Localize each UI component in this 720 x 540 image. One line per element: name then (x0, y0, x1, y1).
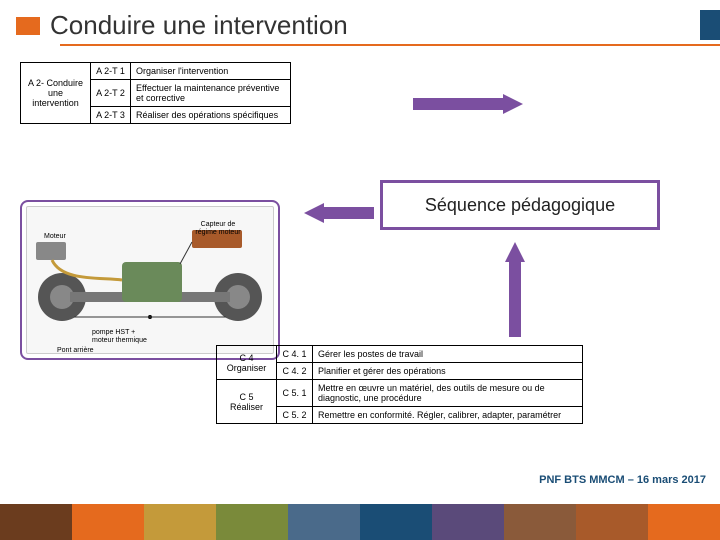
mechanical-diagram: Capteur de régime moteur Moteur pompe HS… (20, 200, 280, 360)
diagram-label-capteur: Capteur de (201, 221, 236, 228)
title-bullet (16, 17, 40, 35)
bot-group: C 5 Réaliser (217, 380, 277, 424)
svg-text:régime moteur: régime moteur (195, 229, 241, 236)
top-table-span: A 2- Conduire une intervention (21, 63, 91, 124)
svg-text:moteur thermique: moteur thermique (92, 337, 147, 344)
sequence-box: Séquence pédagogique (380, 180, 660, 230)
bot-text: Planifier et gérer des opérations (313, 363, 583, 380)
bot-text: Remettre en conformité. Régler, calibrer… (313, 407, 583, 424)
bot-code: C 4. 1 (277, 346, 313, 363)
footer-strip (0, 504, 720, 540)
top-table: A 2- Conduire une intervention A 2-T 1 O… (20, 62, 291, 124)
diagram-label-pont: Pont arrière (57, 347, 94, 354)
top-table-desc: Effectuer la maintenance préventive et c… (131, 80, 291, 107)
top-table-code: A 2-T 1 (91, 63, 131, 80)
bot-group: C 4 Organiser (217, 346, 277, 380)
top-table-desc: Réaliser des opérations spécifiques (131, 107, 291, 124)
arrow-right-icon (413, 94, 523, 114)
diagram-label-moteur: Moteur (44, 233, 66, 240)
bottom-table: C 4 Organiser C 4. 1 Gérer les postes de… (216, 345, 583, 424)
arrow-up-icon (505, 242, 525, 342)
footer-text: PNF BTS MMCM – 16 mars 2017 (539, 474, 706, 486)
accent-line (60, 44, 720, 46)
sequence-label: Séquence pédagogique (425, 195, 615, 216)
bot-text: Gérer les postes de travail (313, 346, 583, 363)
diagram-label-pompe: pompe HST + (92, 329, 135, 336)
page-title: Conduire une intervention (50, 10, 348, 41)
top-table-code: A 2-T 3 (91, 107, 131, 124)
bot-code: C 5. 1 (277, 380, 313, 407)
top-table-code: A 2-T 2 (91, 80, 131, 107)
top-table-desc: Organiser l'intervention (131, 63, 291, 80)
accent-block (700, 10, 720, 40)
bot-code: C 4. 2 (277, 363, 313, 380)
arrow-left-icon (304, 203, 374, 228)
bot-code: C 5. 2 (277, 407, 313, 424)
bot-text: Mettre en œuvre un matériel, des outils … (313, 380, 583, 407)
